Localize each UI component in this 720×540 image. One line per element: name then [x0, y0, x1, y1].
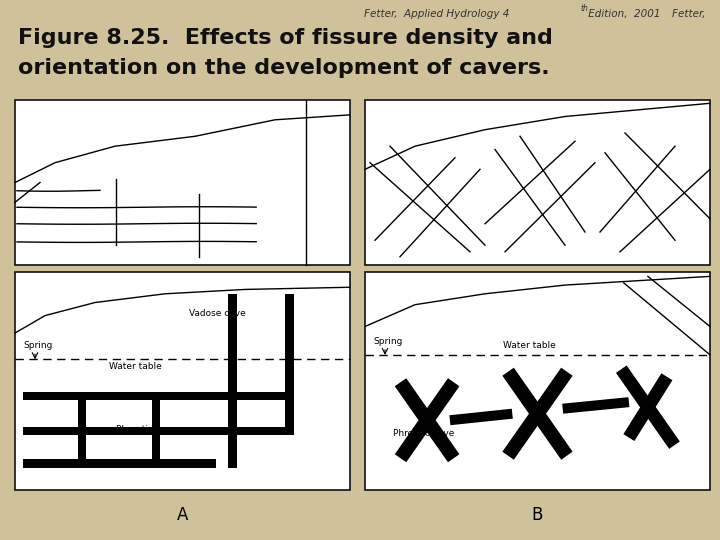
Polygon shape: [503, 368, 572, 460]
Text: Fetter,  Applied Hydrology 4: Fetter, Applied Hydrology 4: [364, 9, 509, 19]
Text: B: B: [532, 506, 543, 524]
Text: Phreatic cave: Phreatic cave: [392, 429, 454, 438]
Bar: [365, 100, 710, 265]
Polygon shape: [78, 396, 86, 468]
Text: th: th: [581, 4, 589, 13]
Text: Vadose cave: Vadose cave: [189, 309, 246, 318]
Polygon shape: [285, 294, 294, 435]
Bar: [15, 100, 350, 265]
Polygon shape: [395, 378, 459, 462]
Polygon shape: [395, 378, 459, 462]
Bar: [15, 272, 350, 490]
Polygon shape: [449, 409, 513, 425]
Text: Spring: Spring: [23, 341, 53, 350]
Text: Fetter,: Fetter,: [672, 9, 709, 19]
Text: Phreatic cave: Phreatic cave: [115, 424, 177, 434]
Polygon shape: [152, 396, 160, 468]
Polygon shape: [562, 397, 629, 414]
Text: Water table: Water table: [503, 341, 556, 350]
Polygon shape: [23, 427, 289, 435]
Text: Edition,  2001: Edition, 2001: [585, 9, 660, 19]
Text: orientation on the development of cavers.: orientation on the development of cavers…: [18, 58, 549, 78]
Polygon shape: [503, 368, 572, 460]
Polygon shape: [228, 294, 238, 468]
Text: Water table: Water table: [109, 362, 161, 371]
Text: A: A: [177, 506, 188, 524]
Polygon shape: [624, 373, 672, 441]
Polygon shape: [23, 392, 289, 400]
Text: Figure 8.25.  Effects of fissure density and: Figure 8.25. Effects of fissure density …: [18, 28, 553, 48]
Bar: [365, 272, 710, 490]
Text: Spring: Spring: [373, 337, 402, 346]
Polygon shape: [23, 460, 216, 468]
Polygon shape: [616, 366, 680, 449]
